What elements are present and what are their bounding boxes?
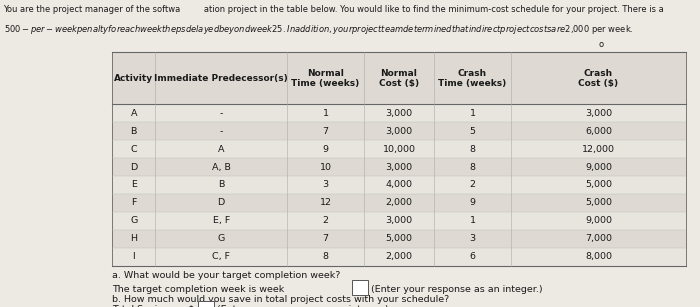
Text: 9: 9 — [470, 198, 475, 207]
Text: Crash
Time (weeks): Crash Time (weeks) — [438, 68, 507, 88]
Text: E, F: E, F — [213, 216, 230, 225]
Text: G: G — [130, 216, 137, 225]
Text: 2,000: 2,000 — [386, 198, 412, 207]
Text: 12,000: 12,000 — [582, 145, 615, 154]
Text: 5,000: 5,000 — [386, 234, 412, 243]
Text: 1: 1 — [470, 216, 475, 225]
Text: 5,000: 5,000 — [585, 181, 612, 189]
Text: (Enter your response as an integer.): (Enter your response as an integer.) — [217, 305, 388, 307]
Text: A: A — [218, 145, 225, 154]
Text: 5,000: 5,000 — [585, 198, 612, 207]
Text: o: o — [598, 40, 603, 49]
Text: D: D — [130, 163, 137, 172]
Text: 7: 7 — [323, 234, 328, 243]
Text: 12: 12 — [319, 198, 332, 207]
Text: 1: 1 — [323, 109, 328, 118]
Text: -: - — [220, 109, 223, 118]
Text: E: E — [131, 181, 136, 189]
Text: 4,000: 4,000 — [386, 181, 412, 189]
Text: 8: 8 — [470, 145, 475, 154]
Text: B: B — [130, 127, 137, 136]
Text: 3,000: 3,000 — [386, 163, 412, 172]
Text: C, F: C, F — [212, 252, 230, 261]
Text: 3,000: 3,000 — [386, 109, 412, 118]
Text: You are the project manager of the softwa         ation project in the table bel: You are the project manager of the softw… — [4, 5, 664, 14]
Text: B: B — [218, 181, 225, 189]
Text: 5: 5 — [470, 127, 475, 136]
Text: 6: 6 — [470, 252, 475, 261]
Text: $500-per-week penalty for each week the p       s delayed beyond week 25. In add: $500-per-week penalty for each week the … — [4, 23, 633, 36]
Text: 8,000: 8,000 — [585, 252, 612, 261]
Text: 3,000: 3,000 — [386, 216, 412, 225]
Text: A: A — [130, 109, 137, 118]
Text: 3,000: 3,000 — [585, 109, 612, 118]
Text: Total Savings = $: Total Savings = $ — [112, 305, 195, 307]
Text: -: - — [220, 127, 223, 136]
Text: 1: 1 — [470, 109, 475, 118]
Text: 2: 2 — [470, 181, 475, 189]
Text: Immediate Predecessor(s): Immediate Predecessor(s) — [154, 74, 288, 83]
Text: 3: 3 — [470, 234, 475, 243]
Text: 9,000: 9,000 — [585, 216, 612, 225]
Text: 10,000: 10,000 — [382, 145, 416, 154]
Text: b. How much would you save in total project costs with your schedule?: b. How much would you save in total proj… — [112, 295, 449, 304]
Text: F: F — [131, 198, 136, 207]
Text: 7,000: 7,000 — [585, 234, 612, 243]
Text: G: G — [218, 234, 225, 243]
Text: Normal
Cost ($): Normal Cost ($) — [379, 68, 419, 88]
Text: 3,000: 3,000 — [386, 127, 412, 136]
Text: 2,000: 2,000 — [386, 252, 412, 261]
Text: D: D — [218, 198, 225, 207]
Text: 3: 3 — [323, 181, 328, 189]
Text: 6,000: 6,000 — [585, 127, 612, 136]
Text: Crash
Cost ($): Crash Cost ($) — [578, 68, 619, 88]
Text: 8: 8 — [470, 163, 475, 172]
Text: I: I — [132, 252, 135, 261]
Text: 9,000: 9,000 — [585, 163, 612, 172]
Text: 10: 10 — [319, 163, 332, 172]
Text: a. What would be your target completion week?: a. What would be your target completion … — [112, 271, 340, 280]
Text: A, B: A, B — [212, 163, 230, 172]
Text: H: H — [130, 234, 137, 243]
Text: C: C — [130, 145, 137, 154]
Text: Activity: Activity — [114, 74, 153, 83]
Text: 9: 9 — [323, 145, 328, 154]
Text: Normal
Time (weeks): Normal Time (weeks) — [291, 68, 360, 88]
Text: The target completion week is week: The target completion week is week — [112, 285, 284, 294]
Text: (Enter your response as an integer.): (Enter your response as an integer.) — [371, 285, 542, 294]
Text: 8: 8 — [323, 252, 328, 261]
Text: 7: 7 — [323, 127, 328, 136]
Text: 2: 2 — [323, 216, 328, 225]
